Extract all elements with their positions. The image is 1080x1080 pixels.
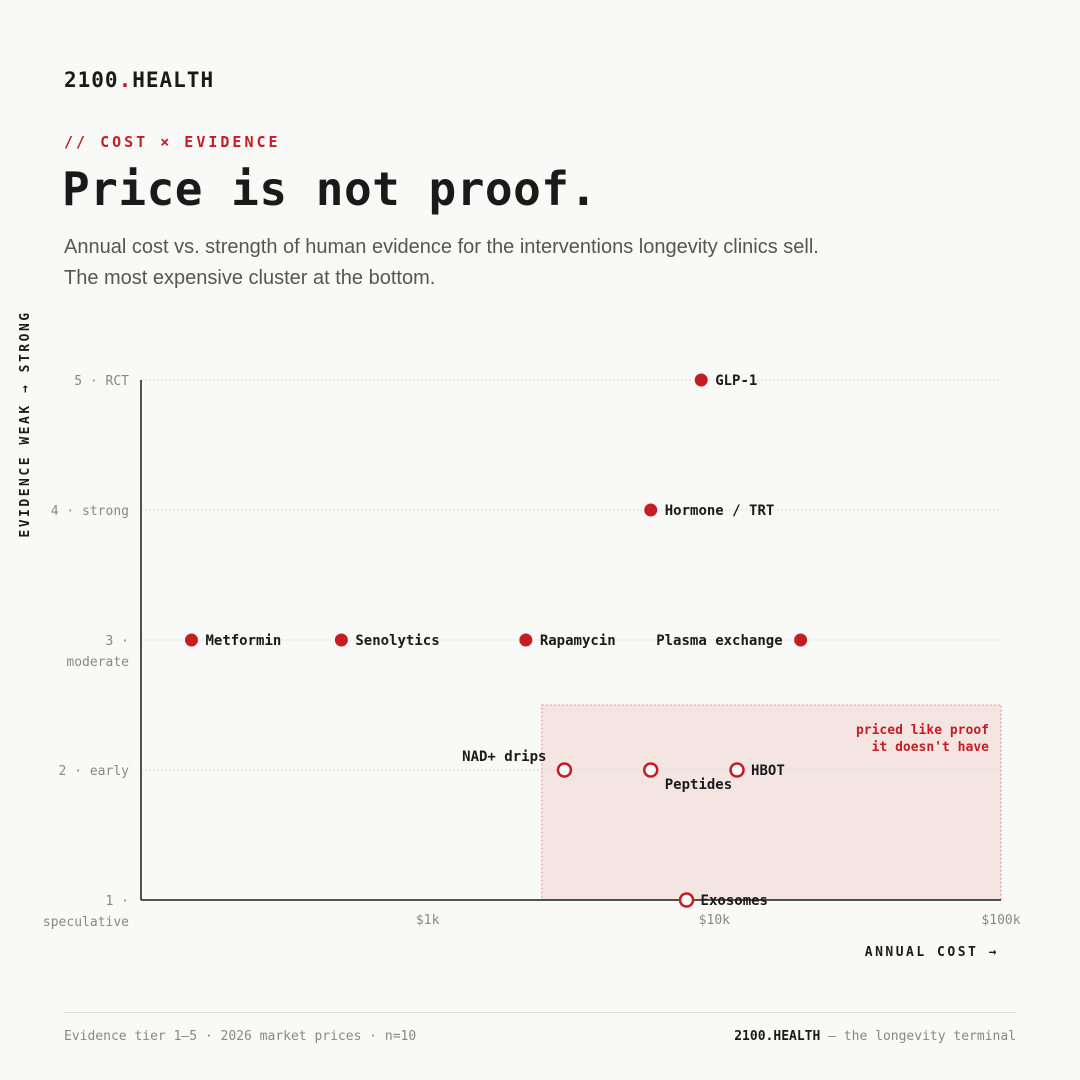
brand-dot: .: [118, 68, 133, 92]
y-tick-sublabel: moderate: [66, 655, 129, 670]
point-exosomes: [678, 892, 695, 908]
point-senolytics: [332, 631, 350, 649]
point-peptides: [642, 762, 659, 778]
footer-credit: 2100.HEALTH — the longevity terminal: [734, 1029, 1016, 1044]
footer-tagline: — the longevity terminal: [820, 1029, 1016, 1044]
point-label-hormone-trt: Hormone / TRT: [665, 503, 775, 519]
point-rapamycin: [517, 631, 535, 649]
y-tick-sublabel: speculative: [43, 915, 129, 930]
highlight-region: [541, 704, 1002, 901]
x-axis-title: ANNUAL COST →: [865, 945, 999, 960]
point-label-nad-drips: NAD+ drips: [462, 749, 546, 765]
point-label-rapamycin: Rapamycin: [540, 633, 616, 649]
point-nad-drips: [556, 762, 573, 778]
point-label-hbot: HBOT: [751, 763, 785, 779]
point-hbot: [729, 762, 745, 778]
highlight-note-line: it doesn't have: [872, 740, 990, 755]
point-label-plasma-exchange: Plasma exchange: [656, 633, 782, 649]
footer-brand: 2100.HEALTH: [734, 1029, 821, 1044]
point-label-metformin: Metformin: [205, 633, 281, 649]
y-axis-title: EVIDENCE WEAK → STRONG: [18, 310, 33, 537]
point-label-senolytics: Senolytics: [355, 633, 439, 649]
page-subtitle: Annual cost vs. strength of human eviden…: [64, 236, 819, 289]
y-tick-label: 3 ·: [106, 634, 129, 649]
footer-divider: [64, 1012, 1016, 1013]
y-tick-label: 2 · early: [59, 764, 130, 779]
brand-logo: 2100.HEALTH: [64, 68, 214, 92]
point-glp-1: [692, 371, 710, 389]
point-label-peptides: Peptides: [665, 777, 732, 793]
page-title: Price is not proof.: [62, 162, 598, 216]
y-tick-label: 4 · strong: [51, 504, 129, 519]
scatter-chart: priced like proof it doesn't have 5 · RCT 4…: [18, 310, 1021, 960]
section-kicker: // COST × EVIDENCE: [64, 133, 281, 151]
brand-suffix: HEALTH: [132, 68, 215, 92]
brand-name: 2100: [64, 68, 119, 92]
x-tick-label: $1k: [416, 913, 440, 928]
point-plasma-exchange: [792, 631, 810, 649]
point-label-glp-1: GLP-1: [715, 373, 757, 389]
highlight-note-line: priced like proof: [856, 723, 989, 738]
point-hormone-trt: [642, 501, 660, 519]
x-tick-label: $10k: [699, 913, 730, 928]
point-label-exosomes: Exosomes: [701, 893, 768, 909]
y-tick-label: 5 · RCT: [74, 374, 129, 389]
point-metformin: [182, 631, 200, 649]
x-tick-label: $100k: [981, 913, 1020, 928]
y-tick-label: 1 ·: [106, 894, 129, 909]
footer-note: Evidence tier 1–5 · 2026 market prices ·…: [64, 1029, 417, 1044]
